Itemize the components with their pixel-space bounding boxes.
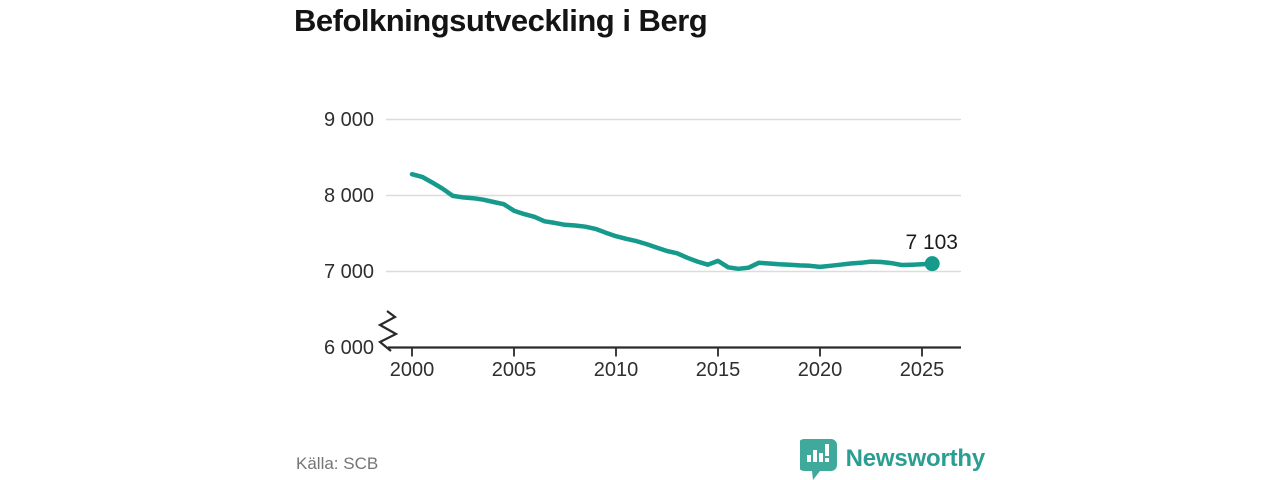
bar-chart-speech-bubble-icon	[799, 439, 837, 480]
x-tick-label: 2010	[593, 359, 639, 381]
newsworthy-logo: Newsworthy	[799, 438, 986, 480]
population-series-line	[409, 171, 935, 272]
latest-value-label: 7 103	[905, 231, 958, 254]
x-tick-label: 2015	[695, 359, 741, 381]
x-tick-label: 2000	[389, 359, 435, 381]
y-tick-label: 8 000	[323, 184, 374, 207]
x-tick-label: 2005	[491, 359, 537, 381]
page-title: Befolkningsutveckling i Berg	[294, 3, 708, 38]
x-tick-label: 2020	[797, 359, 843, 381]
brand-name: Newsworthy	[845, 445, 986, 472]
axis-break-icon	[377, 310, 399, 352]
y-tick-label: 6 000	[323, 336, 374, 359]
source-note: Källa: SCB	[296, 454, 379, 473]
y-tick-label: 7 000	[323, 260, 374, 283]
y-tick-label: 9 000	[323, 108, 374, 131]
series-end-dot	[924, 256, 940, 272]
x-tick-label: 2025	[899, 359, 945, 381]
